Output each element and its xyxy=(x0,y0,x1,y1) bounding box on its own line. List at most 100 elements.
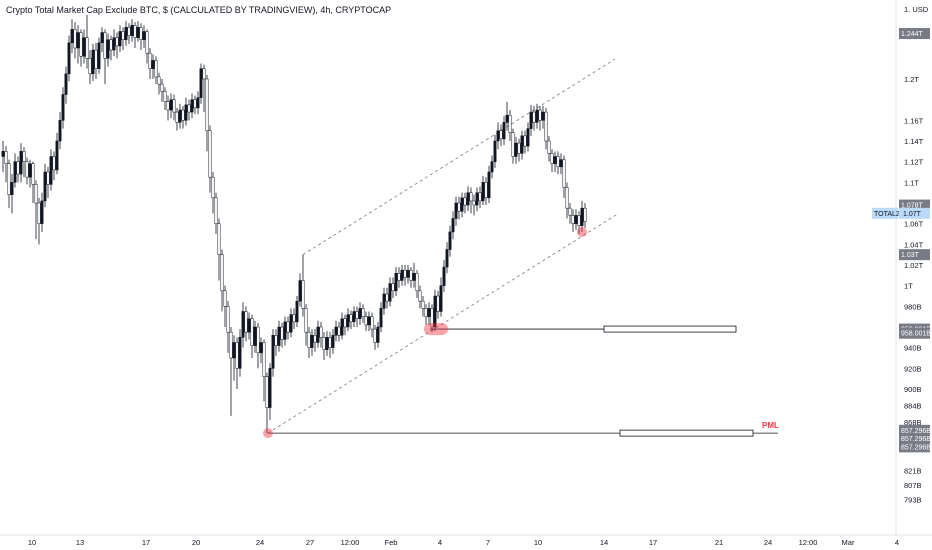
candle-body xyxy=(85,37,89,59)
candle-body xyxy=(289,314,293,333)
x-tick-label: 12:00 xyxy=(341,538,360,547)
candle-body xyxy=(292,314,296,323)
candle-body xyxy=(25,161,29,178)
candle-body xyxy=(37,202,41,224)
candle-body xyxy=(514,142,518,157)
candle-body xyxy=(448,231,452,250)
level-958-box[interactable] xyxy=(603,325,737,333)
candle-body xyxy=(250,318,254,346)
candle-body xyxy=(517,142,521,154)
channel-upper-line[interactable] xyxy=(302,58,616,256)
price-badge xyxy=(899,249,930,261)
candle-body xyxy=(301,280,305,309)
candle-body xyxy=(118,31,122,47)
candle-body xyxy=(472,200,476,206)
candle-body xyxy=(49,156,53,185)
x-tick-label: 10 xyxy=(534,538,542,547)
candle-body xyxy=(508,114,512,133)
candle-body xyxy=(511,132,515,157)
candle-body xyxy=(409,269,413,281)
candle-body xyxy=(34,184,38,204)
x-tick-label: 4 xyxy=(895,538,899,547)
candle-body xyxy=(406,269,410,278)
price-badge xyxy=(899,441,930,453)
y-tick-label: 793B xyxy=(904,496,922,505)
y-tick-label: 980B xyxy=(904,302,922,311)
candle-body xyxy=(91,49,95,75)
candle-body xyxy=(229,331,233,359)
candle-body xyxy=(478,192,482,202)
y-tick-label: 821B xyxy=(904,467,922,476)
candle-body xyxy=(571,215,575,224)
candle-body xyxy=(418,290,422,302)
candle-body xyxy=(442,266,446,286)
candle-body xyxy=(277,326,281,346)
candle-body xyxy=(202,68,206,80)
channel-touch-marker xyxy=(577,226,587,237)
y-tick-label: 868B xyxy=(904,418,922,427)
candle-body xyxy=(394,273,398,292)
candle-body xyxy=(499,130,503,140)
channel-lower-line[interactable] xyxy=(267,213,619,434)
y-tick-label: 940B xyxy=(904,344,922,353)
x-tick-label: 24 xyxy=(256,538,264,547)
candle-body xyxy=(40,200,44,224)
candle-body xyxy=(556,156,560,168)
pml-level-box[interactable] xyxy=(619,429,754,437)
candle-body xyxy=(208,130,212,178)
candle-body xyxy=(79,32,83,57)
candle-body xyxy=(568,207,572,216)
candle-body xyxy=(346,314,350,328)
price-badge xyxy=(899,28,930,40)
candle-body xyxy=(169,99,173,111)
candle-body xyxy=(577,215,581,226)
candle-body xyxy=(373,328,377,343)
candle-body xyxy=(43,171,47,202)
candle-body xyxy=(238,337,242,369)
candle-body xyxy=(199,68,203,98)
candle-body xyxy=(232,342,236,359)
y-tick-label: 1.04T xyxy=(904,240,924,249)
candle-body xyxy=(94,49,98,69)
candle-body xyxy=(481,182,485,202)
candle-body xyxy=(457,202,461,212)
candle-body xyxy=(475,192,479,206)
candle-body xyxy=(70,29,74,44)
candle-body xyxy=(103,32,107,59)
candle-body xyxy=(130,25,134,36)
candle-body xyxy=(307,331,311,348)
candle-body xyxy=(295,300,299,323)
candle-body xyxy=(112,37,116,51)
candle-body xyxy=(163,91,167,102)
candle-body xyxy=(106,39,110,59)
candle-body xyxy=(361,308,365,317)
candle-body xyxy=(175,111,179,123)
candle-body xyxy=(298,280,302,302)
y-tick-label: 884B xyxy=(904,402,922,411)
candle-body xyxy=(304,308,308,333)
candle-body xyxy=(127,27,131,36)
candle-body xyxy=(178,109,182,123)
candle-body xyxy=(166,101,170,111)
candle-body xyxy=(271,335,275,369)
candle-body xyxy=(262,342,266,377)
x-tick-label: 20 xyxy=(192,538,200,547)
candle-body xyxy=(385,293,389,302)
candle-body xyxy=(196,97,200,109)
candle-body xyxy=(562,159,566,188)
candle-body xyxy=(376,326,380,343)
candle-body xyxy=(565,187,569,209)
price-badge xyxy=(899,327,930,339)
price-badge xyxy=(899,433,930,445)
candle-body xyxy=(469,192,473,202)
candle-body xyxy=(559,159,563,168)
candle-body xyxy=(466,192,470,206)
candle-body xyxy=(64,73,68,95)
candle-body xyxy=(544,111,548,142)
candle-body xyxy=(181,109,185,121)
candle-body xyxy=(388,283,392,302)
currency-label: 1. USD xyxy=(904,5,929,14)
candle-body xyxy=(433,295,437,328)
candle-body xyxy=(82,37,86,57)
